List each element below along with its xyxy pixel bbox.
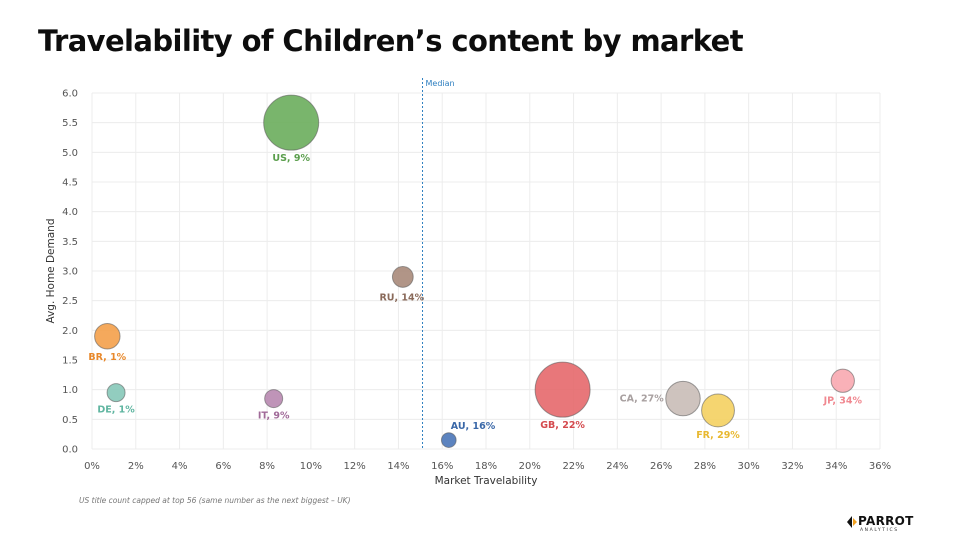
y-tick-label: 1.0 xyxy=(62,385,78,396)
x-tick-label: 6% xyxy=(215,461,231,472)
y-tick-label: 4.0 xyxy=(62,207,78,218)
y-tick-label: 2.5 xyxy=(62,296,78,307)
brand-name: PARROT xyxy=(858,514,914,528)
bubble-label-ru: RU, 14% xyxy=(379,292,424,303)
brand-tagline: ANALYTICS xyxy=(860,528,899,533)
bubble-us xyxy=(263,94,320,151)
bubble-br xyxy=(94,323,121,350)
x-tick-label: 32% xyxy=(781,461,803,472)
x-tick-label: 16% xyxy=(431,461,453,472)
bubble-ca xyxy=(665,380,701,417)
x-tick-label: 20% xyxy=(519,461,541,472)
y-tick-label: 2.0 xyxy=(62,326,78,337)
bubble-label-de: DE, 1% xyxy=(97,405,135,416)
x-tick-label: 36% xyxy=(869,461,891,472)
bubble-label-it: IT, 9% xyxy=(258,411,290,422)
y-tick-label: 0.0 xyxy=(62,445,78,456)
median-label: Median xyxy=(426,79,455,88)
x-tick-label: 30% xyxy=(738,461,760,472)
x-axis-ticks: 0% 2% 4% 6% 8% 10% 12% 14% 16% 18% 20% 22% 24% 26% 28%… xyxy=(84,461,891,472)
bubble-de xyxy=(106,383,126,403)
grid-lines xyxy=(91,92,881,450)
x-tick-label: 10% xyxy=(300,461,322,472)
x-tick-label: 14% xyxy=(387,461,409,472)
bubble-fr xyxy=(701,393,735,428)
x-tick-label: 34% xyxy=(825,461,847,472)
bubble-gb xyxy=(534,361,591,418)
bubble-au xyxy=(440,432,457,448)
y-tick-label: 3.5 xyxy=(62,237,78,248)
y-axis-ticks: 0.0 0.5 1.0 1.5 2.0 2.5 3.0 3.5 4.0 4.5 5.0 5.5 6.0 xyxy=(62,89,78,456)
x-tick-label: 8% xyxy=(259,461,275,472)
y-tick-label: 3.0 xyxy=(62,267,78,278)
y-tick-label: 6.0 xyxy=(62,89,78,100)
bubble-label-au: AU, 16% xyxy=(451,421,496,432)
y-tick-label: 1.5 xyxy=(62,356,78,367)
x-tick-label: 28% xyxy=(694,461,716,472)
x-tick-label: 26% xyxy=(650,461,672,472)
x-tick-label: 0% xyxy=(84,461,100,472)
x-tick-label: 22% xyxy=(562,461,584,472)
y-tick-label: 0.5 xyxy=(62,415,78,426)
bubble-label-fr: FR, 29% xyxy=(696,430,740,441)
parrot-logo-icon xyxy=(847,516,857,528)
bubble-ru xyxy=(391,266,414,288)
y-tick-label: 5.0 xyxy=(62,148,78,159)
x-tick-label: 18% xyxy=(475,461,497,472)
x-tick-label: 24% xyxy=(606,461,628,472)
bubble-it xyxy=(264,389,284,409)
y-axis-label: Avg. Home Demand xyxy=(45,219,57,324)
x-tick-label: 4% xyxy=(172,461,188,472)
brand-logo: PARROT ANALYTICS xyxy=(846,514,926,536)
bubble-label-gb: GB, 22% xyxy=(540,420,585,431)
y-tick-label: 4.5 xyxy=(62,178,78,189)
y-tick-label: 5.5 xyxy=(62,118,78,129)
x-tick-label: 2% xyxy=(128,461,144,472)
footnote: US title count capped at top 56 (same nu… xyxy=(79,496,351,505)
x-tick-label: 12% xyxy=(344,461,366,472)
x-axis-label: Market Travelability xyxy=(435,475,538,487)
bubble-label-jp: JP, 34% xyxy=(823,395,863,406)
bubble-label-ca: CA, 27% xyxy=(620,394,665,405)
page-title: Travelability of Children’s content by m… xyxy=(38,24,744,58)
bubble-label-us: US, 9% xyxy=(272,153,310,164)
bubbles xyxy=(94,94,855,448)
bubble-labels: US, 9% GB, 22% CA, 27% FR, 29% BR, 1% JP, 34%… xyxy=(88,153,862,441)
bubble-jp xyxy=(830,368,855,393)
bubble-label-br: BR, 1% xyxy=(88,352,126,363)
